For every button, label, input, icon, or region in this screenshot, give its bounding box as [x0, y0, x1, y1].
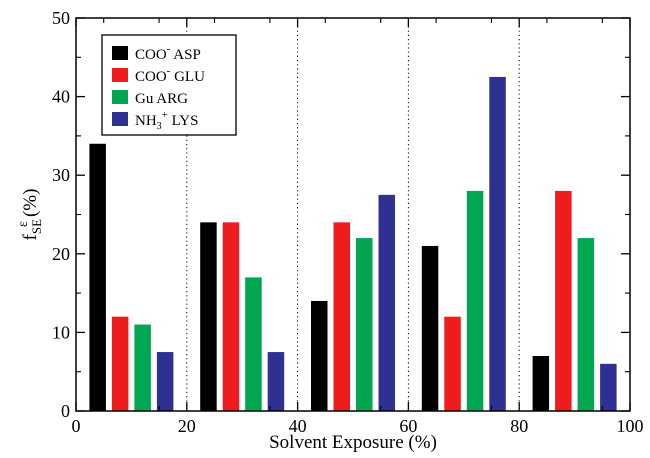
bar	[489, 76, 506, 411]
y-tick-label: 50	[52, 8, 70, 28]
bar	[444, 316, 461, 411]
legend-label: COO- ASP	[135, 43, 201, 63]
bar	[222, 222, 240, 411]
legend-swatch	[112, 68, 128, 82]
bar	[311, 300, 328, 411]
bar	[156, 352, 174, 411]
y-tick-label: 40	[52, 87, 70, 107]
legend-label: COO- GLU	[135, 65, 205, 85]
bar	[600, 363, 617, 411]
legend-label: NH3+ LYS	[135, 109, 198, 132]
y-tick-label: 10	[52, 322, 70, 342]
axis-ticks: 0 20 40 60 80 100 0 10 20 30 40 50	[52, 8, 644, 436]
bar	[421, 245, 439, 411]
bar	[466, 190, 484, 411]
bar	[356, 238, 373, 411]
x-tick-label: 40	[289, 416, 307, 436]
y-tick-label: 30	[52, 165, 70, 185]
bar	[555, 190, 572, 411]
x-tick-label: 60	[399, 416, 417, 436]
bar	[577, 238, 595, 411]
y-axis-title: fSEε(%)	[16, 189, 44, 241]
x-tick-label: 80	[510, 416, 528, 436]
bar	[89, 143, 106, 411]
y-tick-label: 0	[61, 401, 70, 421]
bars	[89, 76, 617, 411]
bar	[333, 222, 350, 411]
bar	[134, 324, 151, 411]
x-tick-label: 20	[178, 416, 196, 436]
bar	[200, 222, 217, 411]
bar	[245, 277, 262, 411]
legend-label: Gu ARG	[135, 91, 188, 107]
bar	[267, 352, 285, 411]
x-axis-title: Solvent Exposure (%)	[269, 432, 437, 453]
bar	[111, 316, 129, 411]
bar	[532, 355, 550, 411]
y-tick-label: 20	[52, 244, 70, 264]
legend-swatch	[112, 46, 128, 60]
bar	[378, 194, 395, 411]
x-tick-label: 100	[617, 416, 644, 436]
legend-swatch	[112, 112, 128, 126]
legend-swatch	[112, 90, 128, 104]
x-tick-label: 0	[72, 416, 81, 436]
